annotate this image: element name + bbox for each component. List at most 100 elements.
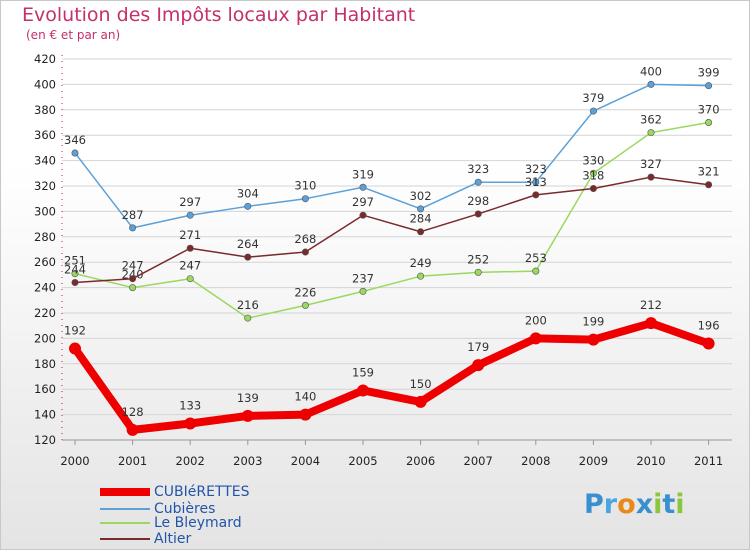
data-label: 271 — [179, 228, 201, 242]
data-label: 249 — [410, 256, 432, 270]
x-tick-label: 2008 — [521, 454, 550, 468]
data-label: 226 — [294, 285, 316, 299]
x-tick-label: 2009 — [579, 454, 608, 468]
data-label: 399 — [698, 66, 720, 80]
data-point — [589, 185, 597, 193]
data-label: 251 — [64, 254, 86, 268]
data-label: 140 — [294, 390, 316, 404]
data-point — [532, 267, 540, 275]
x-tick-label: 2005 — [348, 454, 377, 468]
data-label: 330 — [582, 153, 604, 167]
data-point — [129, 275, 137, 283]
data-label: 284 — [410, 212, 432, 226]
y-tick-label: 160 — [34, 382, 56, 396]
data-label: 327 — [640, 157, 662, 171]
data-label: 268 — [294, 232, 316, 246]
data-point — [301, 301, 309, 309]
data-point — [129, 224, 137, 232]
data-point — [71, 149, 79, 157]
data-label: 247 — [179, 259, 201, 273]
data-point — [705, 82, 713, 90]
data-label: 253 — [525, 251, 547, 265]
legend-label: Altier — [154, 531, 192, 547]
x-tick-label: 2010 — [636, 454, 665, 468]
data-label: 200 — [525, 313, 547, 327]
data-label: 310 — [294, 179, 316, 193]
logo-letter: P — [584, 489, 604, 520]
data-label: 179 — [467, 340, 489, 354]
data-point — [474, 178, 482, 186]
legend-label: Le Bleymard — [154, 515, 242, 531]
data-label: 159 — [352, 365, 374, 379]
data-label: 139 — [237, 391, 259, 405]
legend-swatch — [100, 538, 150, 540]
x-tick-label: 2011 — [694, 454, 723, 468]
x-tick-label: 2004 — [291, 454, 320, 468]
data-point — [529, 332, 542, 345]
data-point — [647, 80, 655, 88]
series-line — [74, 121, 710, 319]
logo-letter: i — [653, 489, 663, 520]
data-label: 379 — [582, 91, 604, 105]
data-point — [301, 248, 309, 256]
data-point — [647, 173, 655, 181]
series-line — [74, 83, 710, 229]
data-label: 237 — [352, 271, 374, 285]
data-point — [186, 275, 194, 283]
data-point — [129, 284, 137, 292]
data-point — [186, 211, 194, 219]
y-tick-label: 380 — [34, 103, 56, 117]
data-label: 212 — [640, 298, 662, 312]
y-tick-label: 180 — [34, 357, 56, 371]
data-label: 313 — [525, 175, 547, 189]
data-label: 370 — [698, 103, 720, 117]
x-tick-label: 2007 — [464, 454, 493, 468]
data-point — [417, 272, 425, 280]
chart-title: Evolution des Impôts locaux par Habitant — [22, 4, 416, 26]
data-point — [241, 409, 254, 422]
data-point — [472, 359, 485, 372]
data-label: 264 — [237, 237, 259, 251]
data-point — [474, 210, 482, 218]
data-label: 247 — [122, 259, 144, 273]
data-label: 244 — [64, 263, 86, 277]
data-label: 287 — [122, 208, 144, 222]
data-label: 199 — [582, 315, 604, 329]
data-label: 297 — [352, 195, 374, 209]
data-label: 318 — [582, 169, 604, 183]
data-label: 362 — [640, 113, 662, 127]
y-tick-label: 400 — [34, 77, 56, 91]
data-point — [705, 119, 713, 127]
series-line — [74, 176, 710, 284]
logo-letter: t — [662, 489, 676, 520]
data-label: 240 — [122, 268, 144, 282]
data-point — [359, 211, 367, 219]
y-tick-label: 320 — [34, 179, 56, 193]
data-point — [71, 279, 79, 287]
data-point — [184, 417, 197, 430]
data-point — [647, 129, 655, 137]
data-point — [359, 287, 367, 295]
data-point — [301, 195, 309, 203]
x-tick-label: 2006 — [406, 454, 435, 468]
data-point — [359, 183, 367, 191]
data-point — [589, 107, 597, 115]
y-tick-label: 280 — [34, 230, 56, 244]
y-tick-label: 120 — [34, 433, 56, 447]
y-tick-label: 260 — [34, 255, 56, 269]
data-label: 323 — [467, 162, 489, 176]
data-label: 302 — [410, 189, 432, 203]
data-point — [702, 337, 715, 350]
logo-letter: r — [603, 489, 618, 520]
data-label: 298 — [467, 194, 489, 208]
data-label: 128 — [122, 405, 144, 419]
data-point — [357, 384, 369, 397]
data-point — [299, 408, 312, 421]
data-point — [532, 191, 540, 199]
y-tick-label: 340 — [34, 154, 56, 168]
data-point — [587, 333, 600, 346]
data-label: 304 — [237, 186, 259, 200]
x-tick-label: 2001 — [118, 454, 147, 468]
